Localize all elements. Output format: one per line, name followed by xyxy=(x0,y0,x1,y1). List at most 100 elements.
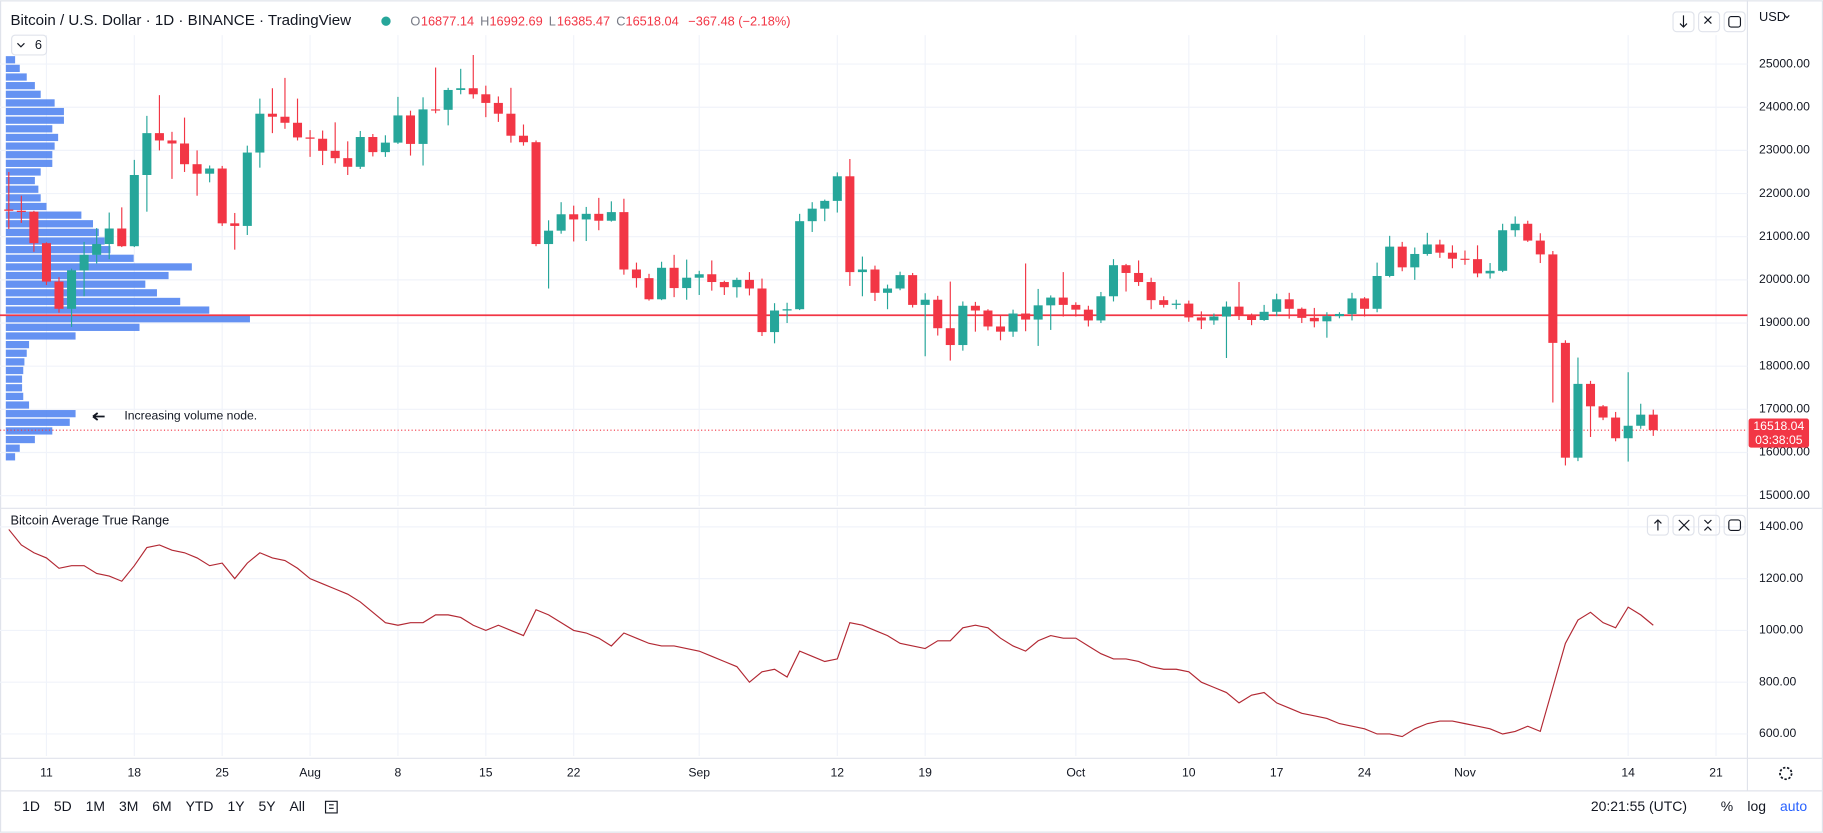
settings[interactable] xyxy=(1779,766,1793,781)
candle-body xyxy=(669,267,679,289)
volume-profile-bar xyxy=(5,366,24,375)
candle-body xyxy=(832,176,842,201)
y-tick-label: 16000.00 xyxy=(1759,445,1810,459)
volume-profile-bar xyxy=(5,427,53,435)
date-range-icon[interactable] xyxy=(324,800,338,814)
candle-body xyxy=(92,244,102,255)
volume-profile-bar xyxy=(5,444,20,452)
candle-body xyxy=(1611,417,1621,439)
volume-profile-bar xyxy=(5,410,76,418)
candle-body xyxy=(368,137,378,153)
y-tick-label: 1400.00 xyxy=(1759,519,1803,533)
range-button[interactable]: 3M xyxy=(119,798,138,814)
candle-body xyxy=(1184,303,1194,318)
candle-body xyxy=(556,214,566,231)
candle-body xyxy=(1510,223,1520,231)
x-tick-label: Aug xyxy=(299,766,321,780)
candle-body xyxy=(1623,425,1633,439)
candle-body xyxy=(418,109,428,144)
range-button[interactable]: 1D xyxy=(22,798,40,814)
candle-body xyxy=(644,278,654,300)
candle-body xyxy=(1297,308,1307,318)
volume-profile-bar xyxy=(5,332,76,340)
range-button[interactable]: 5D xyxy=(54,798,72,814)
scale-option[interactable]: % xyxy=(1721,798,1733,814)
candle-body xyxy=(493,102,503,114)
candle-body xyxy=(531,142,541,245)
candle-body xyxy=(1309,317,1319,322)
candle-body xyxy=(1234,306,1244,316)
candle-body xyxy=(744,279,754,289)
candle-body xyxy=(1058,297,1068,305)
atr-pane-buttons[interactable] xyxy=(1646,514,1746,536)
volume-profile-bar xyxy=(5,194,41,202)
candle-body xyxy=(267,113,277,117)
volume-profile-bar xyxy=(5,220,94,228)
candle-body xyxy=(192,164,202,174)
candle-body xyxy=(343,158,353,167)
volume-profile-bar xyxy=(5,228,99,237)
candle-body xyxy=(242,152,252,226)
x-tick-label: Oct xyxy=(1066,766,1086,780)
candle-body xyxy=(1196,317,1206,321)
candle-body xyxy=(1021,313,1031,320)
candle-body xyxy=(129,174,139,247)
range-button[interactable]: YTD xyxy=(186,798,214,814)
candle-body xyxy=(544,230,554,245)
candle-body xyxy=(707,274,717,283)
volume-profile-bar xyxy=(5,64,20,73)
volume-profile-bar xyxy=(5,384,23,392)
y-tick-label: 800.00 xyxy=(1759,674,1796,688)
volume-profile-bar xyxy=(5,246,111,254)
range-button[interactable]: 6M xyxy=(152,798,171,814)
volume-profile-bar xyxy=(5,185,39,193)
candle-body xyxy=(1460,258,1470,260)
volume-profile-bar xyxy=(5,340,30,349)
indicator-toggle[interactable]: 6 xyxy=(11,34,48,56)
candle-body xyxy=(920,299,930,305)
candle-body xyxy=(255,113,265,153)
candle-body xyxy=(67,270,77,309)
candle-body xyxy=(933,299,943,329)
candle-body xyxy=(506,113,516,136)
candle-body xyxy=(305,137,315,139)
volume-profile-bar xyxy=(5,99,55,107)
volume-profile-bar xyxy=(5,90,41,98)
ohlc-value: 16877.14 xyxy=(421,14,474,29)
candle-body xyxy=(581,213,591,220)
ohlc-value: 16518.04 xyxy=(625,14,678,29)
candle-body xyxy=(431,109,441,111)
candle-body xyxy=(1347,298,1357,314)
range-button[interactable]: 1Y xyxy=(227,798,244,814)
candle-body xyxy=(569,214,579,220)
candle-body xyxy=(1648,414,1658,431)
annotation-arrow xyxy=(92,412,105,421)
candle-body xyxy=(380,142,390,153)
candle-body xyxy=(104,228,114,245)
volume-profile-bar xyxy=(5,142,55,150)
volume-profile-bar xyxy=(5,306,210,314)
y-tick-label: 19000.00 xyxy=(1759,315,1810,329)
candle-body xyxy=(1121,265,1131,273)
volume-profile-bar xyxy=(5,176,35,185)
range-button[interactable]: All xyxy=(289,798,304,814)
range-button[interactable]: 5Y xyxy=(258,798,275,814)
candle-body xyxy=(4,209,14,211)
candle-body xyxy=(1585,383,1596,407)
countdown: 03:38:05 xyxy=(1755,433,1803,447)
scale-option[interactable]: log xyxy=(1747,798,1766,814)
volume-profile-bar xyxy=(5,125,53,133)
y-tick-label: 1200.00 xyxy=(1759,571,1803,585)
y-tick-label: 17000.00 xyxy=(1759,402,1810,416)
pane-buttons[interactable] xyxy=(1672,11,1746,33)
range-button[interactable]: 1M xyxy=(86,798,105,814)
y-tick-label: 24000.00 xyxy=(1759,99,1810,113)
currency[interactable]: USD xyxy=(1759,9,1786,24)
x-tick-label: 15 xyxy=(479,766,493,780)
candle-body xyxy=(230,223,240,226)
scale-option[interactable]: auto xyxy=(1780,798,1807,814)
y-tick-label: 25000.00 xyxy=(1759,56,1810,70)
volume-profile-bar xyxy=(5,349,27,357)
